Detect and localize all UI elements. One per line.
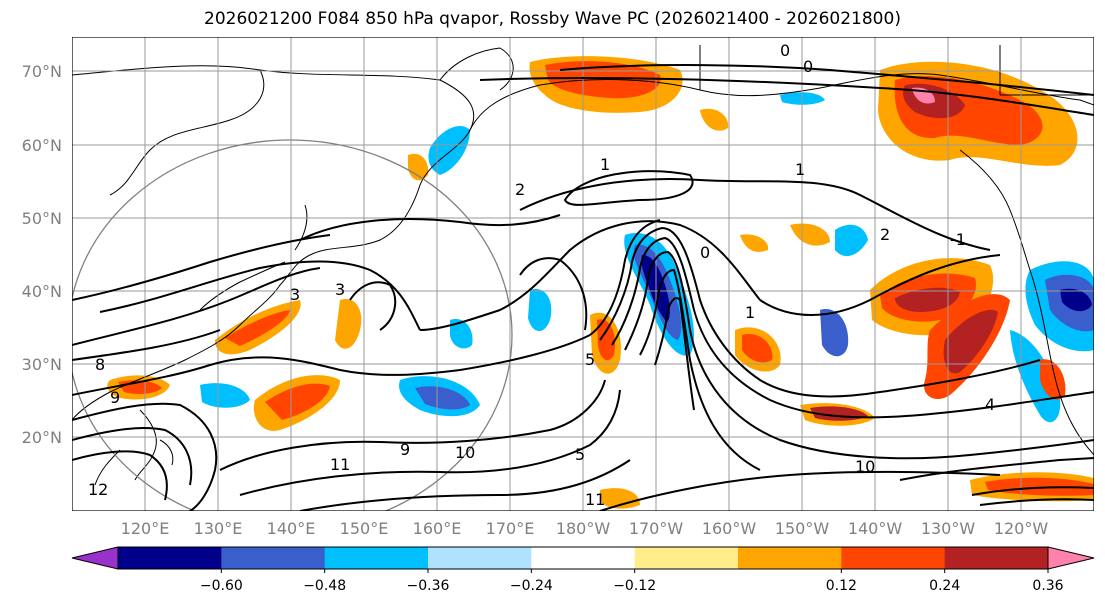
map-title: 2026021200 F084 850 hPa qvapor, Rossby W…: [204, 9, 901, 29]
colorbar-segment: [118, 547, 222, 569]
contour-label: 3: [290, 285, 300, 304]
contour-label: 10: [855, 457, 875, 476]
lon-label: 170°W: [629, 519, 684, 538]
lon-label: 130°E: [194, 519, 243, 538]
contour-label: 0: [803, 57, 813, 76]
latitude-labels: 70°N 60°N 50°N 40°N 30°N 20°N: [22, 62, 62, 447]
contour-label: 5: [585, 350, 595, 369]
colorbar-segment: [944, 547, 1049, 569]
contour-label: 1: [795, 160, 805, 179]
lat-label: 60°N: [22, 136, 62, 155]
coastlines: [72, 45, 1094, 486]
contour-label: 9: [400, 440, 410, 459]
lon-label: 120°E: [121, 519, 170, 538]
colorbar-tick-label: 0.24: [929, 578, 960, 594]
contour-label: -1: [950, 230, 966, 249]
contour-label: 11: [330, 455, 350, 474]
colorbar-max-extend: [1048, 547, 1094, 569]
contour-label-group: 0 0 0 1 1 1 2 2 3 3 5 5 8 9 9 10 10 11 1…: [88, 41, 995, 509]
contour-label: 1: [745, 303, 755, 322]
lat-label: 40°N: [22, 282, 62, 301]
contour-lines: [72, 64, 1094, 511]
contour-label: 0: [700, 243, 710, 262]
contour-label: 3: [335, 280, 345, 299]
colorbar-tick-label: −0.48: [303, 578, 346, 594]
colorbar-ticks: −0.60−0.48−0.36−0.24−0.120.120.240.360.4…: [200, 569, 1064, 594]
colorbar-segment: [531, 547, 636, 569]
map-panel: 0 0 0 1 1 1 2 2 3 3 5 5 8 9 9 10 10 11 1…: [72, 37, 1094, 511]
contour-label: 1: [600, 155, 610, 174]
contour-label: 11: [585, 490, 605, 509]
colorbar-tick-label: −0.36: [407, 578, 450, 594]
colorbar-tick-label: 0.36: [1032, 578, 1063, 594]
colorbar: −0.60−0.48−0.36−0.24−0.120.120.240.360.4…: [71, 546, 1095, 594]
colorbar-segment: [324, 547, 429, 569]
colorbar-tick-label: 0.12: [826, 578, 857, 594]
lon-label: 150°E: [340, 519, 389, 538]
colorbar-segment: [221, 547, 326, 569]
lon-label: 170°E: [486, 519, 535, 538]
lat-label: 70°N: [22, 62, 62, 81]
contour-label: 8: [95, 355, 105, 374]
contour-label: 2: [880, 225, 890, 244]
colorbar-segment: [841, 547, 946, 569]
lon-label: 120°W: [994, 519, 1049, 538]
colorbar-segments: [118, 547, 1049, 569]
lat-label: 20°N: [22, 428, 62, 447]
lon-label: 160°W: [702, 519, 757, 538]
colorbar-min-extend: [72, 547, 118, 569]
contour-label: 5: [575, 445, 585, 464]
colorbar-tick-label: −0.12: [613, 578, 656, 594]
lon-label: 150°W: [775, 519, 830, 538]
contour-label: 10: [455, 443, 475, 462]
colorbar-tick-label: −0.24: [510, 578, 553, 594]
contour-label: 12: [88, 480, 108, 499]
contour-label: 4: [985, 395, 995, 414]
longitude-labels: 120°E 130°E 140°E 150°E 160°E 170°E 180°…: [121, 519, 1049, 538]
colorbar-segment: [738, 547, 842, 569]
lon-label: 180°W: [556, 519, 611, 538]
region-outline: [72, 139, 513, 511]
colorbar-segment: [634, 547, 739, 569]
contour-label: 2: [515, 180, 525, 199]
lon-label: 140°E: [267, 519, 316, 538]
lat-label: 50°N: [22, 209, 62, 228]
colorbar-segment: [428, 547, 532, 569]
lon-label: 130°W: [921, 519, 976, 538]
contour-label: 0: [780, 41, 790, 60]
lat-label: 30°N: [22, 355, 62, 374]
colorbar-tick-label: −0.60: [200, 578, 243, 594]
lon-label: 140°W: [848, 519, 903, 538]
contour-label: 9: [110, 388, 120, 407]
lon-label: 160°E: [413, 519, 462, 538]
